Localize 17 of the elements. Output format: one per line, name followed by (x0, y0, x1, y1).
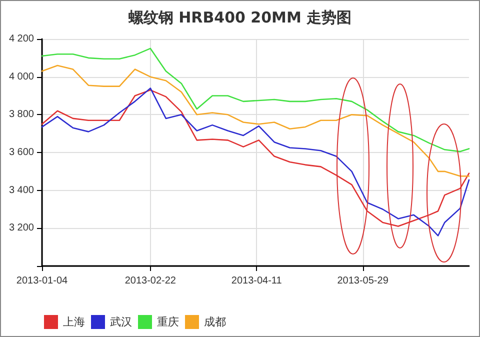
legend-label: 武汉 (110, 316, 132, 328)
legend-label: 重庆 (157, 316, 179, 328)
x-tick-label: 2013-02-22 (124, 276, 176, 286)
line-series (41, 64, 470, 177)
x-tick-label: 2013-04-11 (231, 276, 282, 286)
legend-label: 上海 (63, 316, 85, 328)
y-tick-label: 3 200 (8, 222, 34, 234)
y-tick-label: 4 000 (8, 71, 34, 82)
x-tick-label: 2013-01-04 (16, 276, 68, 286)
chart-title: 螺纹钢 HRB400 20MM 走势图 (127, 8, 352, 26)
line-series (41, 48, 470, 152)
y-tick-label: 3 400 (8, 184, 34, 196)
y-tick-label: 3 800 (8, 109, 34, 120)
x-tick-label: 2013-05-29 (337, 276, 389, 286)
y-tick-label: 4 200 (8, 34, 34, 44)
legend-label: 成都 (204, 316, 226, 328)
y-tick-label: 3 600 (8, 147, 34, 158)
